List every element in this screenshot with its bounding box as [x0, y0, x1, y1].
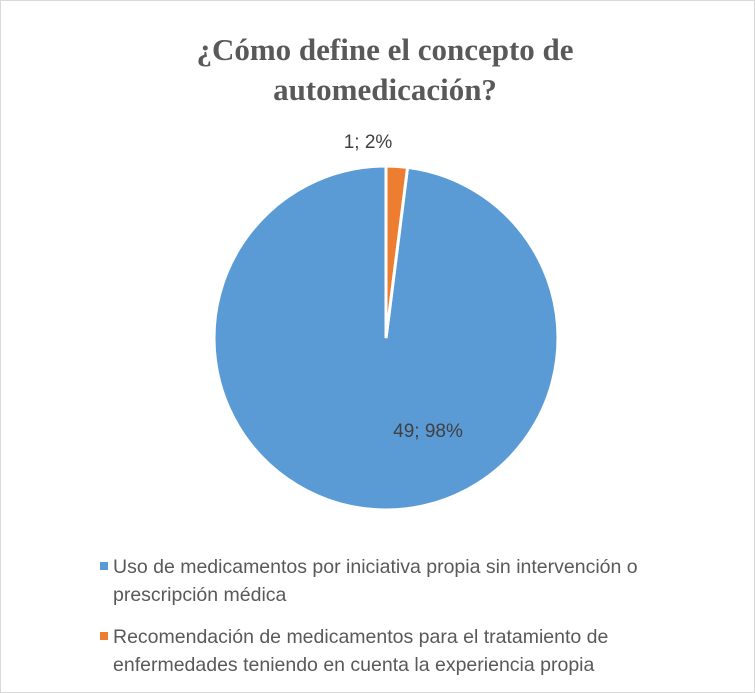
legend-item: Recomendación de medicamentos para el tr… [100, 623, 720, 679]
data-label: 1; 2% [344, 132, 393, 153]
legend-label: Recomendación de medicamentos para el tr… [113, 626, 609, 676]
pie-slice [212, 164, 560, 512]
chart-title: ¿Cómo define el concepto de automedicaci… [196, 32, 574, 107]
legend-swatch [100, 632, 108, 640]
legend-label: Uso de medicamentos por iniciativa propi… [113, 556, 638, 606]
legend-swatch [100, 562, 108, 570]
data-label: 49; 98% [393, 421, 463, 442]
legend-item: Uso de medicamentos por iniciativa propi… [100, 553, 720, 609]
pie-slice [384, 164, 410, 339]
